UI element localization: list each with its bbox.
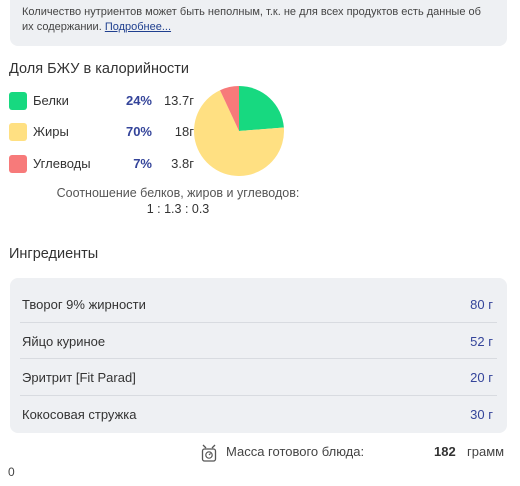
legend-row-carbs: Углеводы 7% 3.8г	[9, 153, 194, 173]
ingredient-name: Эритрит [Fit Parad]	[22, 370, 136, 385]
carbs-swatch	[9, 155, 27, 173]
mass-unit: грамм	[467, 444, 505, 459]
mass-value: 182	[434, 444, 456, 459]
ingredient-row[interactable]: Кокосовая стружка 30 г	[20, 396, 497, 433]
protein-swatch	[9, 92, 27, 110]
ratio-value: 1 : 1.3 : 0.3	[146, 202, 210, 216]
pie-slice-fat	[194, 90, 284, 176]
pie-slice-carbs	[220, 86, 239, 131]
ingredients-list: Творог 9% жирности 80 г Яйцо куриное 52 …	[10, 278, 507, 433]
ingredients-title: Ингредиенты	[9, 246, 99, 262]
fat-swatch	[9, 123, 27, 141]
ingredient-amount: 30 г	[470, 406, 493, 422]
legend-percent: 7%	[133, 156, 152, 171]
bju-title: Доля БЖУ в калорийности	[9, 61, 190, 77]
ingredient-amount: 80 г	[470, 297, 493, 312]
ingredient-name: Творог 9% жирности	[22, 297, 146, 312]
nutrient-notice: Количество нутриентов может быть неполны…	[10, 0, 507, 46]
legend-grams: 18г	[174, 124, 194, 139]
ingredient-row[interactable]: Творог 9% жирности 80 г	[20, 286, 497, 323]
legend-row-protein: Белки 24% 13.7г	[9, 90, 194, 110]
ingredient-row[interactable]: Эритрит [Fit Parad] 20 г	[20, 359, 497, 396]
legend-percent: 70%	[125, 124, 152, 139]
legend-name: Белки	[33, 93, 69, 108]
more-link[interactable]: Подробнее...	[104, 21, 172, 33]
legend-grams: 3.8г	[171, 156, 194, 171]
ingredient-row[interactable]: Яйцо куриное 52 г	[20, 323, 497, 359]
pie-slice-protein	[239, 86, 284, 131]
legend-grams: 13.7г	[163, 93, 194, 108]
ingredient-name: Яйцо куриное	[22, 333, 106, 349]
ingredient-name: Кокосовая стружка	[22, 406, 137, 422]
footer-zero: 0	[8, 465, 15, 479]
bju-pie-chart	[194, 86, 284, 176]
legend-name: Жиры	[33, 124, 69, 139]
legend-name: Углеводы	[33, 156, 91, 171]
ingredient-amount: 20 г	[470, 370, 493, 385]
ingredient-amount: 52 г	[470, 333, 493, 349]
scale-pot-icon	[201, 444, 217, 462]
mass-label: Масса готового блюда:	[226, 444, 365, 459]
ratio-caption: Соотношение белков, жиров и углеводов:	[56, 186, 300, 200]
legend-percent: 24%	[125, 93, 152, 108]
legend-row-fat: Жиры 70% 18г	[9, 121, 194, 141]
notice-text: Количество нутриентов может быть неполны…	[22, 6, 481, 33]
